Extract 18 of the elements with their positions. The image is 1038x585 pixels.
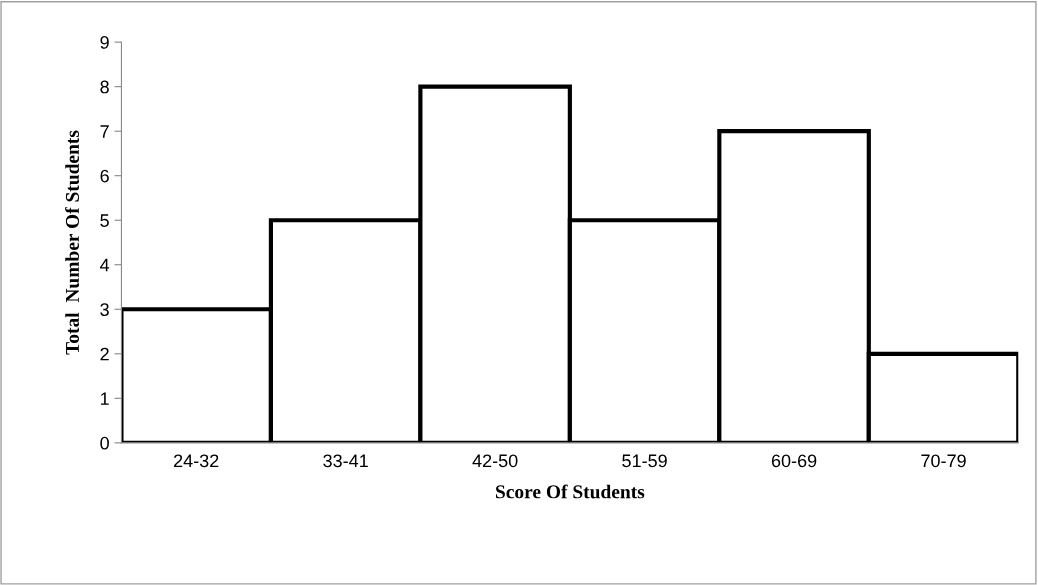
y-tick-label: 6 [100, 169, 109, 183]
x-tick-label: 42-50 [472, 454, 518, 468]
x-tick-label: 60-69 [771, 454, 817, 468]
y-tick-label: 9 [100, 36, 109, 49]
y-tick-label: 8 [100, 80, 109, 94]
x-tick-label: 51-59 [622, 454, 667, 468]
y-tick-label: 4 [100, 258, 110, 272]
y-tick-label: 2 [100, 347, 109, 361]
y-tick-label: 7 [100, 125, 109, 138]
y-tick-label: 1 [100, 392, 109, 405]
y-tick-label: 3 [100, 303, 109, 316]
y-axis-title: Total Number Of Students [65, 130, 80, 355]
y-tick-label: 5 [100, 214, 109, 227]
x-tick-label: 70-79 [921, 454, 966, 468]
y-tick-label: 0 [100, 436, 109, 450]
x-axis-title: Score Of Students [495, 484, 645, 499]
x-tick-label: 33-41 [323, 454, 368, 468]
x-tick-label: 24-32 [174, 454, 219, 468]
